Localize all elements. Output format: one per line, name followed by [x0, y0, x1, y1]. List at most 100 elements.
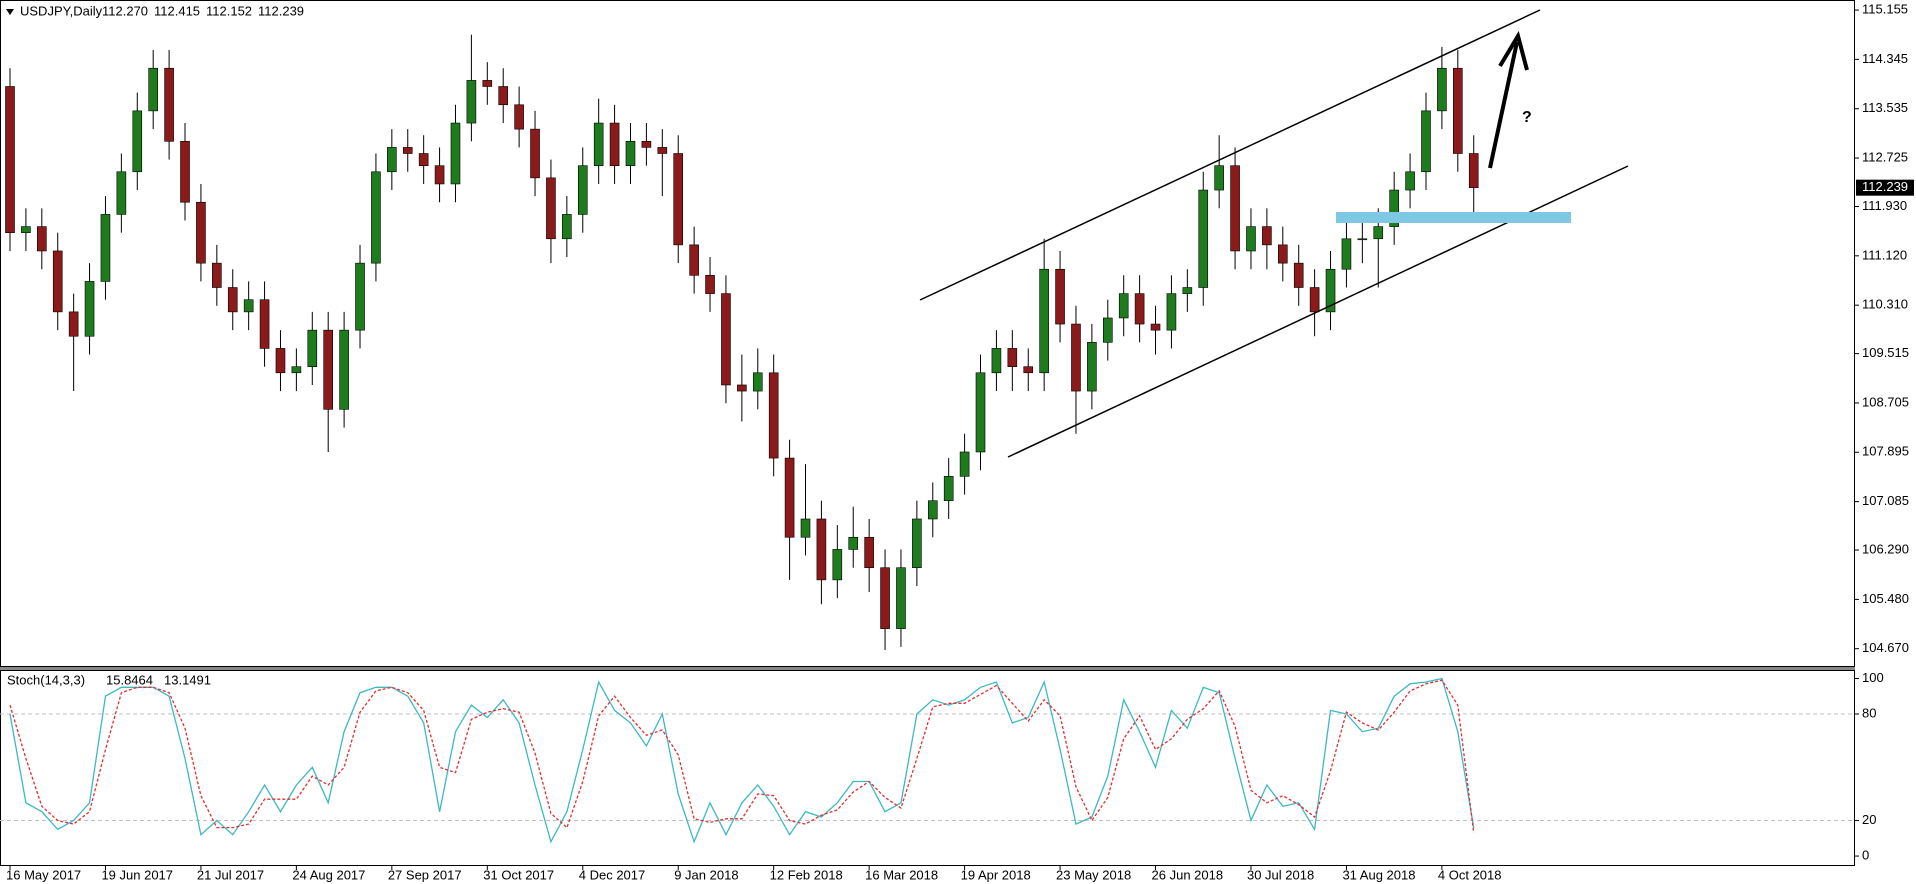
candle-body — [752, 372, 763, 392]
candle-body — [768, 372, 779, 459]
candle-body — [1007, 348, 1018, 367]
candle-body — [196, 201, 206, 264]
candle-body — [323, 329, 334, 410]
price-tag — [1856, 179, 1914, 196]
x-tick-label: 9 Jan 2018 — [674, 867, 738, 882]
candle-body — [212, 262, 222, 288]
arrow-shaft — [1488, 41, 1519, 169]
candle-body — [1421, 110, 1431, 173]
candle-body — [625, 141, 636, 166]
candle-body — [1039, 268, 1049, 374]
candle-body — [1134, 293, 1145, 325]
x-tick-label: 31 Oct 2017 — [483, 867, 554, 882]
candle-body — [562, 214, 572, 240]
candle-body — [434, 165, 445, 185]
y-tick-label: 109.515 — [1862, 345, 1909, 360]
y-tick-label: 114.345 — [1862, 51, 1908, 66]
arrow-head — [1498, 30, 1529, 71]
candle-body — [164, 67, 174, 142]
candle-body — [243, 299, 254, 313]
candles — [5, 34, 1479, 650]
x-tick-label: 31 Aug 2018 — [1342, 867, 1415, 882]
x-tick-label: 24 Aug 2017 — [292, 867, 365, 882]
candle-body — [1182, 287, 1193, 294]
candle-body — [1405, 171, 1415, 191]
candle-body — [991, 348, 1002, 374]
candle-body — [1357, 238, 1368, 241]
stoch-k-value: 15.8464 — [106, 672, 153, 687]
y-tick-label: 106.290 — [1862, 541, 1909, 556]
channel-upper — [919, 9, 1541, 301]
stoch-title: Stoch(14,3,3) — [7, 672, 85, 687]
last-close: 112.239 — [258, 3, 304, 18]
price-tag-label: 112.239 — [1862, 179, 1908, 194]
stoch-line — [9, 677, 1475, 844]
last-open: 112.270 — [102, 3, 148, 18]
candle-body — [1293, 262, 1304, 288]
candle-body — [593, 122, 604, 166]
y-tick-label: 80 — [1862, 705, 1876, 720]
candle-body — [418, 153, 429, 166]
candle-body — [21, 226, 31, 233]
x-tick-label: 23 May 2018 — [1056, 867, 1131, 882]
candle-body — [530, 128, 540, 179]
candle-body — [1198, 189, 1209, 288]
candle-body — [498, 86, 509, 106]
candle-body — [800, 518, 811, 538]
stoch-d-value: 13.1491 — [164, 672, 211, 687]
candle-body — [705, 275, 715, 294]
y-tick-label: 111.930 — [1862, 198, 1907, 213]
y-tick-label: 108.705 — [1862, 394, 1909, 409]
candle-body — [84, 281, 95, 337]
candle-body — [1055, 268, 1065, 325]
candle-body — [180, 141, 190, 203]
candle-body — [1389, 189, 1399, 227]
support-zone — [1336, 212, 1571, 223]
candle-body — [1023, 366, 1034, 374]
candle-body — [577, 165, 588, 215]
candle-body — [848, 536, 859, 550]
x-tick-label: 4 Dec 2017 — [579, 867, 646, 882]
candle-body — [68, 311, 79, 337]
y-tick-label: 112.725 — [1862, 150, 1908, 165]
candle-body — [1468, 153, 1479, 188]
candle-body — [737, 384, 747, 392]
candle-body — [387, 147, 397, 173]
stoch-panel-frame — [0, 670, 1855, 866]
candle-body — [482, 80, 493, 87]
candle-body — [689, 244, 699, 276]
y-tick-label: 111.120 — [1862, 247, 1907, 262]
candle-body — [657, 147, 668, 154]
candle-body — [132, 110, 143, 173]
x-tick-label: 26 Jun 2018 — [1152, 867, 1224, 882]
candle-body — [1246, 226, 1256, 252]
candle-body — [100, 214, 111, 282]
x-tick-label: 30 Jul 2018 — [1247, 867, 1314, 882]
candle-body — [1230, 165, 1240, 252]
candle-body — [402, 147, 413, 154]
candle-body — [641, 141, 652, 148]
x-tick-label: 16 May 2017 — [6, 867, 81, 882]
panel-triangle — [6, 9, 14, 15]
candle-body — [371, 171, 381, 264]
annotation: ? — [1522, 109, 1532, 126]
candle-body — [339, 329, 349, 410]
candle-body — [784, 457, 795, 538]
candle-body — [927, 500, 938, 520]
candle-body — [864, 536, 874, 569]
candle-body — [896, 567, 906, 629]
candle-body — [1150, 323, 1161, 331]
candle-body — [816, 518, 827, 581]
candle-body — [673, 153, 684, 246]
candle-body — [880, 567, 890, 629]
candle-body — [1437, 67, 1447, 112]
candle-body — [975, 372, 986, 453]
candle-body — [355, 262, 365, 331]
candle-body — [912, 518, 922, 569]
x-tick-label: 27 Sep 2017 — [388, 867, 462, 882]
x-tick-label: 16 Mar 2018 — [865, 867, 938, 882]
x-tick-label: 21 Jul 2017 — [197, 867, 264, 882]
x-tick-label: 4 Oct 2018 — [1438, 867, 1502, 882]
candle-body — [1087, 342, 1097, 392]
